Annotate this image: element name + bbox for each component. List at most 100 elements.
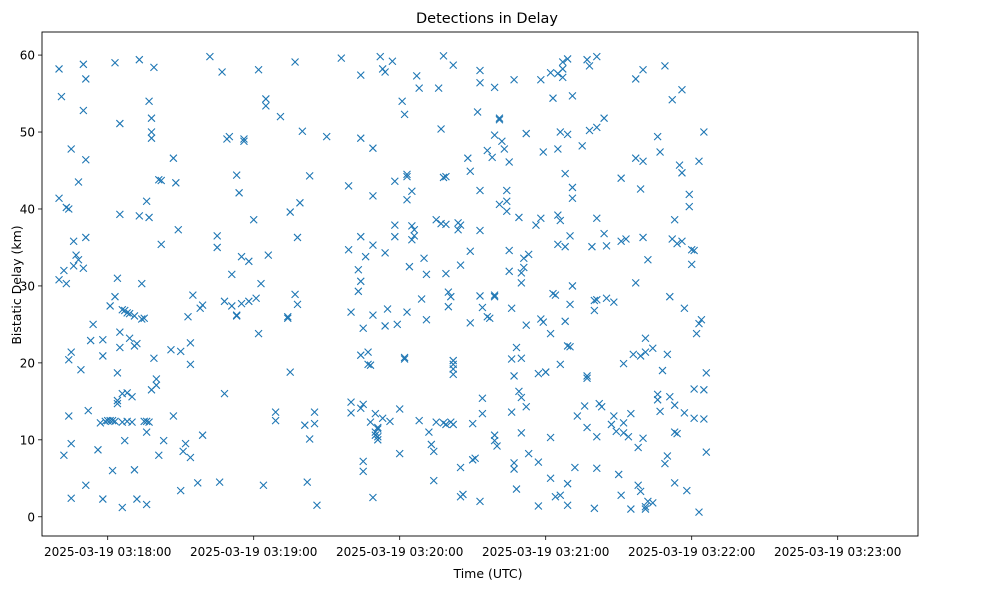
data-point (154, 451, 163, 460)
data-point (422, 270, 431, 279)
data-point (507, 408, 516, 417)
data-point (699, 128, 708, 136)
data-point (614, 470, 623, 479)
data-point (592, 214, 601, 223)
data-point (225, 132, 234, 141)
data-point (634, 443, 643, 452)
data-point (505, 158, 514, 166)
data-point (64, 355, 73, 364)
data-point (193, 479, 202, 487)
data-point (519, 254, 528, 263)
data-point (471, 454, 480, 463)
data-point (220, 297, 229, 306)
data-point (558, 65, 567, 73)
data-point (685, 202, 694, 211)
data-point (505, 246, 514, 255)
data-point (476, 292, 484, 300)
data-point (145, 213, 153, 222)
data-point (371, 409, 380, 418)
data-point (69, 237, 78, 246)
data-point (619, 359, 628, 368)
data-point (485, 314, 494, 323)
data-point (356, 134, 365, 143)
data-point (376, 52, 385, 61)
data-point (69, 262, 78, 270)
data-point (115, 210, 124, 219)
data-point (478, 303, 487, 312)
data-point (695, 508, 703, 517)
data-point (449, 420, 458, 429)
data-point (473, 108, 482, 116)
data-point (303, 478, 312, 487)
data-point (442, 269, 450, 278)
data-point (522, 321, 531, 330)
data-point (237, 299, 246, 308)
data-point (495, 115, 504, 124)
data-point (534, 502, 543, 510)
data-point (305, 435, 314, 443)
data-point (417, 295, 426, 303)
data-point (437, 125, 445, 133)
data-point (678, 85, 686, 94)
data-point (254, 65, 263, 74)
x-tick-label: 2025-03-19 03:19:00 (190, 545, 317, 559)
data-point (561, 317, 570, 326)
data-point (634, 481, 643, 490)
data-point (607, 420, 616, 429)
data-point (276, 112, 285, 121)
data-point (108, 466, 117, 475)
data-point (98, 335, 107, 344)
data-point (86, 336, 95, 345)
data-point (213, 243, 222, 252)
data-point (79, 106, 88, 115)
data-point (79, 264, 88, 273)
data-point (381, 68, 389, 76)
x-axis: 2025-03-19 03:18:00 2025-03-19 03:19:00 20… (44, 536, 901, 559)
data-point (386, 417, 394, 426)
data-point (142, 197, 151, 206)
data-point (507, 304, 516, 313)
data-point (347, 308, 355, 316)
data-point (359, 400, 368, 409)
data-point (566, 232, 574, 240)
data-point (644, 497, 652, 506)
data-point (337, 54, 346, 63)
data-point (111, 417, 119, 426)
data-point (653, 395, 662, 404)
data-point (466, 318, 475, 327)
data-point (578, 141, 587, 150)
data-point (369, 493, 377, 502)
data-point (72, 251, 80, 260)
data-point (198, 301, 207, 310)
data-point (271, 416, 280, 425)
data-point (563, 55, 572, 63)
y-tick-label: 60 (20, 49, 35, 63)
data-point (67, 145, 76, 153)
data-point (128, 392, 136, 401)
data-point (697, 315, 706, 324)
data-point (459, 490, 467, 499)
data-point (128, 418, 136, 427)
data-point (111, 58, 119, 67)
data-point (429, 447, 438, 456)
data-point (592, 295, 601, 304)
data-point (188, 291, 197, 300)
data-point (612, 427, 621, 436)
data-point (74, 255, 83, 264)
data-point (81, 233, 90, 242)
data-point (502, 207, 511, 216)
data-point (271, 408, 280, 417)
data-point (291, 290, 299, 299)
data-point (398, 97, 407, 106)
data-point (313, 501, 321, 510)
data-point (546, 474, 555, 483)
data-point (108, 416, 117, 425)
data-point (113, 399, 122, 408)
data-point (695, 319, 703, 328)
data-point (695, 157, 703, 166)
data-point (425, 428, 433, 437)
data-point (478, 394, 487, 403)
data-point (517, 278, 526, 287)
data-point (539, 148, 548, 156)
